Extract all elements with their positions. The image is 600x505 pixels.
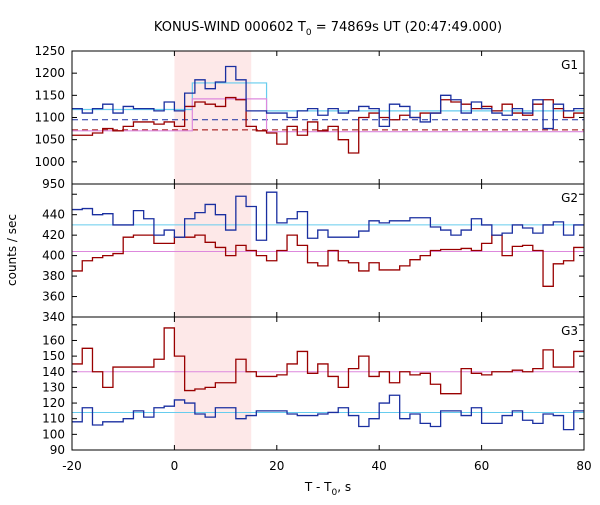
y-tick-label: 1150 (34, 88, 65, 102)
panel-g2 (72, 191, 584, 287)
y-tick-label: 400 (42, 249, 65, 263)
y-tick-label: 150 (42, 349, 65, 363)
y-tick-label: 1100 (34, 111, 65, 125)
y-tick-label: 440 (42, 208, 65, 222)
series-blue-g3 (72, 394, 584, 431)
x-tick-label: 20 (269, 459, 284, 473)
series-blue-g1 (72, 65, 584, 130)
frame-layer: 950100010501100115012001250G134036038040… (34, 44, 591, 473)
y-tick-label: 110 (42, 412, 65, 426)
panel-tag-g1: G1 (561, 58, 578, 72)
y-tick-label: 360 (42, 290, 65, 304)
panel-layer (72, 65, 584, 431)
panel-frame-g3 (71, 316, 585, 451)
series-blue-g2 (72, 191, 584, 241)
y-tick-label: 1000 (34, 155, 65, 169)
y-tick-label: 340 (42, 310, 65, 324)
x-tick-label: 0 (171, 459, 179, 473)
x-axis-title: T - T0, s (304, 480, 351, 498)
y-tick-label: 140 (42, 365, 65, 379)
y-tick-label: 90 (50, 443, 65, 457)
x-tick-label: -20 (62, 459, 82, 473)
y-tick-label: 130 (42, 380, 65, 394)
y-tick-label: 1200 (34, 66, 65, 80)
x-tick-label: 60 (474, 459, 489, 473)
y-tick-label: 100 (42, 427, 65, 441)
y-tick-label: 160 (42, 333, 65, 347)
chart-title: KONUS-WIND 000602 T0 = 74869s UT (20:47:… (154, 20, 502, 38)
y-tick-label: 1050 (34, 133, 65, 147)
y-tick-label: 950 (42, 177, 65, 191)
series-red-g2 (72, 234, 584, 287)
panel-g1 (72, 65, 584, 154)
panel-g3 (72, 327, 584, 431)
y-tick-label: 380 (42, 269, 65, 283)
panel-frame-g1 (71, 50, 585, 185)
panel-tag-g3: G3 (561, 324, 578, 338)
series-red-g1 (72, 96, 584, 154)
step-fit-blue_background (72, 82, 584, 112)
highlight-band (174, 51, 252, 450)
title-subscript: 0 (306, 28, 312, 38)
panel-tag-g2: G2 (561, 191, 578, 205)
y-tick-label: 420 (42, 228, 65, 242)
y-axis-title: counts / sec (5, 214, 19, 286)
x-tick-label: 80 (576, 459, 591, 473)
y-tick-label: 1250 (34, 44, 65, 58)
series-red-g3 (72, 327, 584, 395)
xlabel-subscript: 0 (332, 488, 338, 498)
y-tick-label: 120 (42, 396, 65, 410)
x-tick-label: 40 (372, 459, 387, 473)
